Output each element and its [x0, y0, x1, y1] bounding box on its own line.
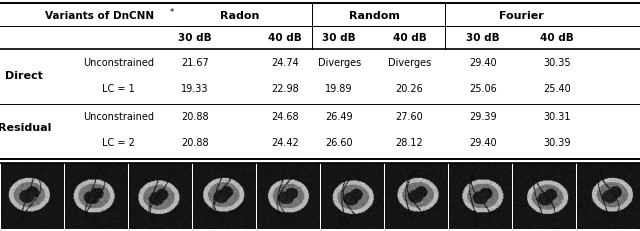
Text: 30 dB: 30 dB — [467, 33, 500, 43]
Text: 20.88: 20.88 — [181, 112, 209, 122]
Text: Residual: Residual — [0, 123, 51, 133]
Text: Fourier: Fourier — [499, 10, 544, 21]
Text: 30.35: 30.35 — [543, 58, 571, 68]
Text: 22.98: 22.98 — [271, 84, 299, 94]
Text: 30.39: 30.39 — [543, 137, 570, 147]
Text: 30.31: 30.31 — [543, 112, 570, 122]
Text: Unconstrained: Unconstrained — [83, 112, 154, 122]
Text: LC = 2: LC = 2 — [102, 137, 135, 147]
Text: 30 dB: 30 dB — [179, 33, 212, 43]
Text: *: * — [170, 8, 173, 17]
Text: 26.49: 26.49 — [325, 112, 353, 122]
Text: 25.40: 25.40 — [543, 84, 571, 94]
Text: 24.68: 24.68 — [271, 112, 299, 122]
Text: 19.33: 19.33 — [182, 84, 209, 94]
Text: 40 dB: 40 dB — [393, 33, 426, 43]
Text: 30 dB: 30 dB — [323, 33, 356, 43]
Text: 20.26: 20.26 — [396, 84, 424, 94]
Text: Radon: Radon — [220, 10, 260, 21]
Text: 29.39: 29.39 — [469, 112, 497, 122]
Text: Variants of DnCNN: Variants of DnCNN — [45, 10, 154, 21]
Text: 21.67: 21.67 — [181, 58, 209, 68]
Text: 40 dB: 40 dB — [540, 33, 573, 43]
Text: 40 dB: 40 dB — [268, 33, 301, 43]
Text: 29.40: 29.40 — [469, 137, 497, 147]
Text: 24.74: 24.74 — [271, 58, 299, 68]
Text: Diverges: Diverges — [388, 58, 431, 68]
Text: 20.88: 20.88 — [181, 137, 209, 147]
Text: 24.42: 24.42 — [271, 137, 299, 147]
Text: Random: Random — [349, 10, 400, 21]
Text: 26.60: 26.60 — [325, 137, 353, 147]
Text: 27.60: 27.60 — [396, 112, 424, 122]
Text: Direct: Direct — [5, 71, 44, 81]
Text: 28.12: 28.12 — [396, 137, 424, 147]
Text: 19.89: 19.89 — [326, 84, 353, 94]
Text: 25.06: 25.06 — [469, 84, 497, 94]
Text: Diverges: Diverges — [317, 58, 361, 68]
Text: 29.40: 29.40 — [469, 58, 497, 68]
Text: LC = 1: LC = 1 — [102, 84, 135, 94]
Text: Unconstrained: Unconstrained — [83, 58, 154, 68]
